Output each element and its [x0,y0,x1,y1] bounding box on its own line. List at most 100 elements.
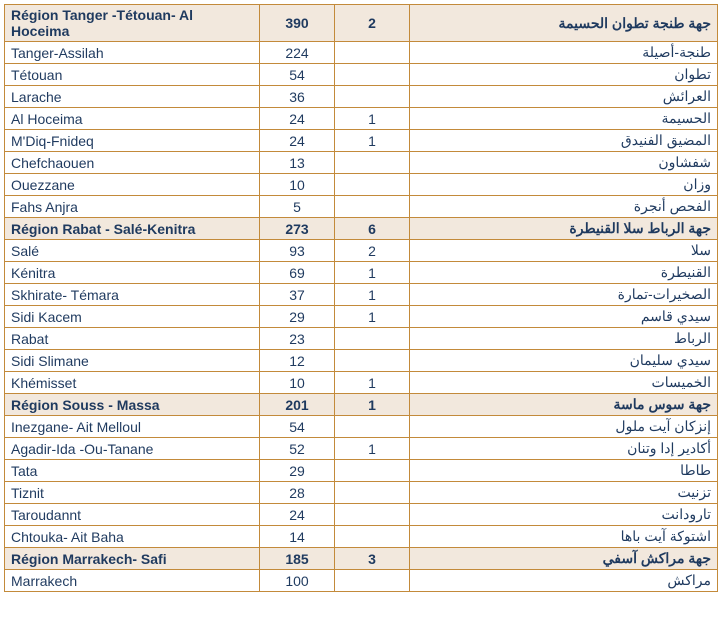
city-name-fr: Tanger-Assilah [5,42,260,64]
region-name-ar: جهة الرباط سلا القنيطرة [410,218,718,240]
table-row: Tétouan54تطوان [5,64,718,86]
table-row: Tiznit28تزنيت [5,482,718,504]
table-row: Al Hoceima241الحسيمة [5,108,718,130]
city-value-2 [335,570,410,592]
city-name-ar: سيدي قاسم [410,306,718,328]
city-value-1: 28 [260,482,335,504]
table-row: Skhirate- Témara371الصخيرات-تمارة [5,284,718,306]
table-row: Rabat23الرباط [5,328,718,350]
table-row: Khémisset101الخميسات [5,372,718,394]
city-value-2: 1 [335,438,410,460]
table-row: Salé932سلا [5,240,718,262]
city-name-fr: Al Hoceima [5,108,260,130]
city-name-fr: Rabat [5,328,260,350]
city-name-fr: Taroudannt [5,504,260,526]
city-name-fr: M'Diq-Fnideq [5,130,260,152]
city-name-fr: Chtouka- Ait Baha [5,526,260,548]
city-value-1: 14 [260,526,335,548]
region-name-ar: جهة سوس ماسة [410,394,718,416]
city-name-ar: الفحص أنجرة [410,196,718,218]
city-name-ar: القنيطرة [410,262,718,284]
city-name-ar: إنزكان آيت ملول [410,416,718,438]
region-name-fr: Région Souss - Massa [5,394,260,416]
city-value-1: 12 [260,350,335,372]
city-name-ar: المضيق الفنيدق [410,130,718,152]
city-value-2 [335,504,410,526]
table-row: Agadir-Ida -Ou-Tanane521أكادير إدا وتنان [5,438,718,460]
region-header-row: Région Marrakech- Safi1853جهة مراكش آسفي [5,548,718,570]
city-name-fr: Salé [5,240,260,262]
city-name-ar: تزنيت [410,482,718,504]
city-name-fr: Tétouan [5,64,260,86]
city-name-fr: Fahs Anjra [5,196,260,218]
city-name-ar: طنجة-أصيلة [410,42,718,64]
city-name-ar: أكادير إدا وتنان [410,438,718,460]
city-name-fr: Chefchaouen [5,152,260,174]
city-value-1: 5 [260,196,335,218]
region-name-fr: Région Rabat - Salé-Kenitra [5,218,260,240]
region-name-fr: Région Tanger -Tétouan- Al Hoceima [5,5,260,42]
city-value-1: 24 [260,504,335,526]
city-value-1: 100 [260,570,335,592]
table-row: Tata29طاطا [5,460,718,482]
city-name-fr: Larache [5,86,260,108]
city-name-fr: Marrakech [5,570,260,592]
table-row: Chtouka- Ait Baha14 اشتوكة آيت باها [5,526,718,548]
city-value-2 [335,86,410,108]
city-name-ar: سيدي سليمان [410,350,718,372]
city-value-1: 29 [260,460,335,482]
region-total-2: 1 [335,394,410,416]
city-name-fr: Tata [5,460,260,482]
table-row: Marrakech100 مراكش [5,570,718,592]
city-name-ar: اشتوكة آيت باها [410,526,718,548]
city-value-2 [335,42,410,64]
city-value-2 [335,64,410,86]
city-value-1: 93 [260,240,335,262]
table-row: Ouezzane10وزان [5,174,718,196]
city-name-ar: وزان [410,174,718,196]
city-value-2: 1 [335,306,410,328]
city-name-ar: تارودانت [410,504,718,526]
city-name-ar: الخميسات [410,372,718,394]
city-value-2 [335,526,410,548]
city-value-2 [335,482,410,504]
city-name-fr: Ouezzane [5,174,260,196]
city-value-2 [335,328,410,350]
city-value-1: 37 [260,284,335,306]
city-name-ar: الصخيرات-تمارة [410,284,718,306]
city-value-1: 69 [260,262,335,284]
table-row: M'Diq-Fnideq241المضيق الفنيدق [5,130,718,152]
table-row: Fahs Anjra5 الفحص أنجرة [5,196,718,218]
city-name-ar: الرباط [410,328,718,350]
region-header-row: Région Rabat - Salé-Kenitra2736جهة الربا… [5,218,718,240]
table-row: Tanger-Assilah224طنجة-أصيلة [5,42,718,64]
city-name-ar: سلا [410,240,718,262]
city-name-ar: العرائش [410,86,718,108]
region-total-1: 185 [260,548,335,570]
city-value-2 [335,416,410,438]
city-value-1: 36 [260,86,335,108]
city-value-1: 54 [260,64,335,86]
region-header-row: Région Souss - Massa2011جهة سوس ماسة [5,394,718,416]
city-value-1: 29 [260,306,335,328]
city-name-fr: Sidi Slimane [5,350,260,372]
table-row: Sidi Slimane12 سيدي سليمان [5,350,718,372]
city-value-1: 10 [260,372,335,394]
city-name-fr: Kénitra [5,262,260,284]
table-row: Inezgane- Ait Melloul54إنزكان آيت ملول [5,416,718,438]
table-row: Chefchaouen13شفشاون [5,152,718,174]
city-value-1: 52 [260,438,335,460]
region-name-ar: جهة مراكش آسفي [410,548,718,570]
region-total-2: 6 [335,218,410,240]
city-value-2: 2 [335,240,410,262]
city-value-1: 24 [260,130,335,152]
region-name-ar: جهة طنجة تطوان الحسيمة [410,5,718,42]
city-name-ar: الحسيمة [410,108,718,130]
city-value-2: 1 [335,108,410,130]
city-name-ar: مراكش [410,570,718,592]
city-value-2: 1 [335,262,410,284]
table-row: Taroudannt24 تارودانت [5,504,718,526]
region-total-1: 273 [260,218,335,240]
region-total-1: 201 [260,394,335,416]
city-value-2 [335,174,410,196]
